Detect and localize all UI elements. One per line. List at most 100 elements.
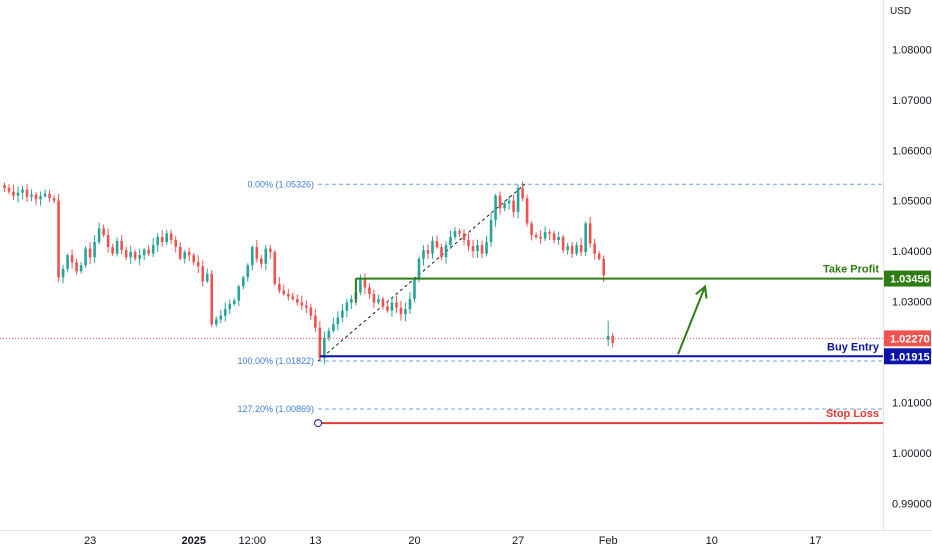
candle — [57, 193, 60, 283]
candle-body — [471, 246, 475, 252]
candle — [269, 244, 272, 259]
candle-body — [530, 223, 533, 235]
candle — [16, 186, 20, 203]
candle-body — [61, 268, 65, 278]
candle-body — [278, 283, 281, 291]
candle — [7, 184, 11, 195]
price-tick-label: 0.99000 — [892, 498, 932, 510]
candle-body — [309, 307, 313, 316]
candle-body — [372, 293, 376, 303]
candle-body — [296, 299, 299, 303]
candle-body — [16, 192, 20, 196]
candle-body — [498, 195, 502, 209]
candle — [611, 332, 614, 348]
buy-entry-label: Buy Entry — [827, 341, 880, 353]
candle-body — [228, 304, 232, 310]
candle-body — [151, 245, 155, 254]
candle-body — [142, 249, 146, 256]
candle-body — [318, 327, 322, 359]
candle-body — [611, 335, 614, 343]
candle — [21, 185, 24, 200]
current-price-badge-text: 1.02270 — [890, 333, 930, 345]
candle-body — [214, 319, 218, 325]
candle-body — [57, 200, 60, 278]
candle — [552, 231, 556, 244]
candle — [120, 235, 123, 255]
candle-body — [552, 233, 556, 241]
candle — [129, 245, 132, 265]
target-arrow-head — [695, 284, 708, 299]
candle-body — [241, 277, 245, 287]
candle — [187, 247, 191, 262]
candle — [530, 221, 533, 241]
candle-body — [597, 253, 601, 259]
candle — [359, 274, 362, 296]
candle — [534, 232, 538, 240]
candle — [489, 213, 493, 247]
candle — [106, 228, 110, 253]
candle — [201, 260, 205, 287]
candle — [485, 235, 488, 257]
stop-loss-label: Stop Loss — [826, 408, 879, 420]
candle-body — [156, 237, 159, 246]
candle-body — [408, 299, 412, 310]
candle — [498, 191, 502, 215]
candle — [606, 320, 610, 346]
candle — [300, 295, 304, 310]
candle-body — [273, 252, 277, 284]
candle-body — [232, 300, 236, 305]
candle — [597, 251, 601, 261]
candle-body — [431, 241, 434, 254]
candle-body — [223, 309, 227, 316]
candle-body — [453, 230, 457, 238]
candle — [458, 228, 461, 237]
candle-body — [120, 241, 123, 251]
candle-body — [25, 189, 29, 197]
time-tick-label: 2025 — [181, 535, 205, 547]
candle-body — [507, 200, 511, 204]
candle-body — [566, 246, 569, 251]
candle — [88, 242, 92, 264]
candle-body — [476, 245, 479, 252]
candle — [444, 241, 448, 264]
candle — [395, 295, 398, 313]
candle — [512, 194, 515, 218]
currency-label: USD — [890, 6, 912, 17]
candle — [97, 222, 101, 245]
candle-body — [196, 262, 200, 267]
candle-body — [264, 248, 268, 264]
candle — [25, 184, 29, 203]
buy-entry-price-badge-bg — [884, 348, 931, 365]
candle — [525, 194, 529, 227]
candle-body — [187, 252, 191, 256]
price-tick-label: 1.06000 — [892, 145, 932, 157]
candle-body — [124, 250, 128, 258]
take-profit-label: Take Profit — [823, 264, 879, 276]
candle-body — [422, 250, 425, 259]
stop-loss-handle[interactable] — [314, 419, 323, 428]
candle-body — [305, 305, 308, 308]
candle-body — [79, 265, 83, 272]
price-tick-label: 1.07000 — [892, 95, 932, 107]
candle — [183, 250, 187, 264]
candle — [570, 241, 574, 258]
time-scale[interactable] — [0, 530, 883, 550]
candle — [192, 252, 196, 266]
candle — [264, 245, 268, 271]
candle — [34, 191, 38, 206]
candle — [255, 240, 259, 263]
candle-body — [219, 315, 223, 320]
candle-body — [489, 219, 493, 243]
candle-body — [417, 258, 421, 279]
fib-trendline[interactable] — [317, 183, 526, 362]
price-tick-label: 1.04000 — [892, 246, 932, 258]
candle-body — [435, 241, 439, 248]
candle-body — [48, 193, 51, 199]
candle — [539, 230, 542, 245]
price-tick-label: 1.01000 — [892, 397, 932, 409]
candle — [66, 253, 69, 273]
candle — [165, 229, 168, 246]
candle-body — [561, 237, 565, 251]
